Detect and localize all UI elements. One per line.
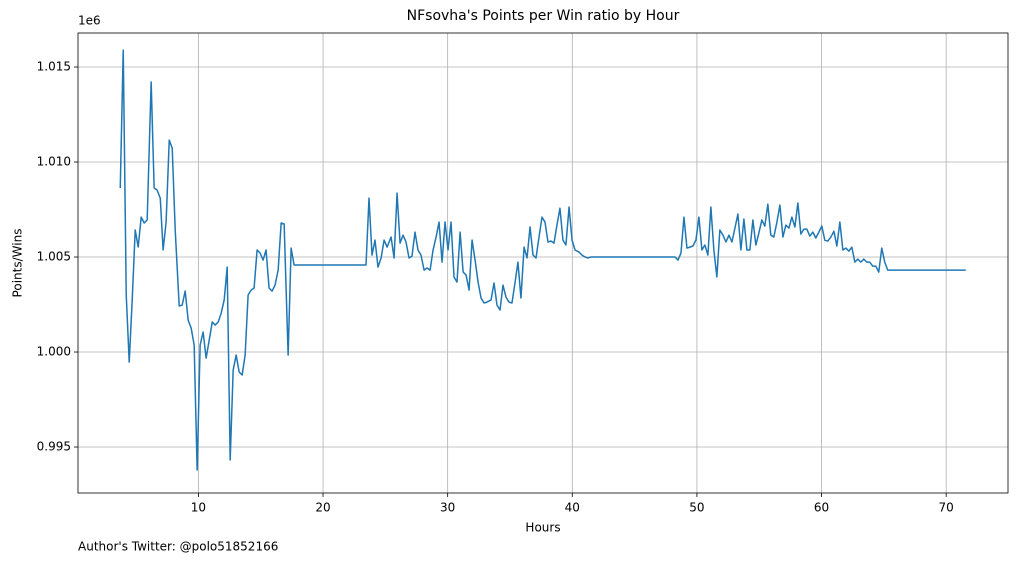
y-axis-label: Points/Wins — [11, 229, 25, 298]
x-tick-label: 50 — [689, 501, 704, 515]
x-tick-label: 70 — [939, 501, 954, 515]
x-tick-label: 10 — [191, 501, 206, 515]
x-tick-label: 20 — [315, 501, 330, 515]
x-tick-label: 60 — [814, 501, 829, 515]
y-tick-label: 1.005 — [37, 250, 71, 264]
x-tick-label: 30 — [440, 501, 455, 515]
x-tick-label: 40 — [565, 501, 580, 515]
plot-frame — [77, 32, 1009, 494]
y-tick-label: 1.015 — [37, 60, 71, 74]
y-tick-label: 1.000 — [37, 345, 71, 359]
y-offset-label: 1e6 — [78, 14, 101, 28]
annotation: Author's Twitter: @polo51852166 — [78, 540, 278, 554]
y-tick-label: 0.995 — [37, 440, 71, 454]
chart-title: NFsovha's Points per Win ratio by Hour — [407, 8, 680, 24]
x-axis-label: Hours — [525, 521, 560, 535]
y-tick-label: 1.010 — [37, 155, 71, 169]
data-line — [119, 49, 966, 471]
